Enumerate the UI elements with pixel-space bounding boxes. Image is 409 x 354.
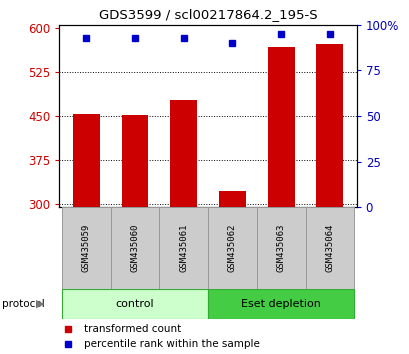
Bar bbox=[305, 207, 353, 289]
Bar bbox=[267, 46, 294, 207]
Bar bbox=[207, 289, 353, 319]
Text: percentile rank within the sample: percentile rank within the sample bbox=[83, 339, 259, 349]
Text: GSM435060: GSM435060 bbox=[130, 224, 139, 272]
Bar bbox=[62, 289, 208, 319]
Text: transformed count: transformed count bbox=[83, 324, 181, 333]
Text: GSM435062: GSM435062 bbox=[227, 224, 236, 272]
Bar bbox=[121, 115, 148, 207]
Text: GSM435063: GSM435063 bbox=[276, 224, 285, 272]
Title: GDS3599 / scl00217864.2_195-S: GDS3599 / scl00217864.2_195-S bbox=[99, 8, 317, 21]
Bar bbox=[207, 207, 256, 289]
Bar bbox=[316, 44, 342, 207]
Bar bbox=[218, 190, 245, 207]
Text: ▶: ▶ bbox=[36, 298, 45, 309]
Bar bbox=[159, 207, 207, 289]
Text: GSM435061: GSM435061 bbox=[179, 224, 188, 272]
Text: GSM435064: GSM435064 bbox=[325, 224, 334, 272]
Bar bbox=[62, 207, 110, 289]
Text: GSM435059: GSM435059 bbox=[81, 224, 90, 272]
Text: Eset depletion: Eset depletion bbox=[240, 298, 320, 309]
Bar bbox=[170, 100, 197, 207]
Text: protocol: protocol bbox=[2, 298, 45, 309]
Text: control: control bbox=[115, 298, 154, 309]
Bar bbox=[110, 207, 159, 289]
Bar bbox=[256, 207, 305, 289]
Bar bbox=[73, 114, 99, 207]
